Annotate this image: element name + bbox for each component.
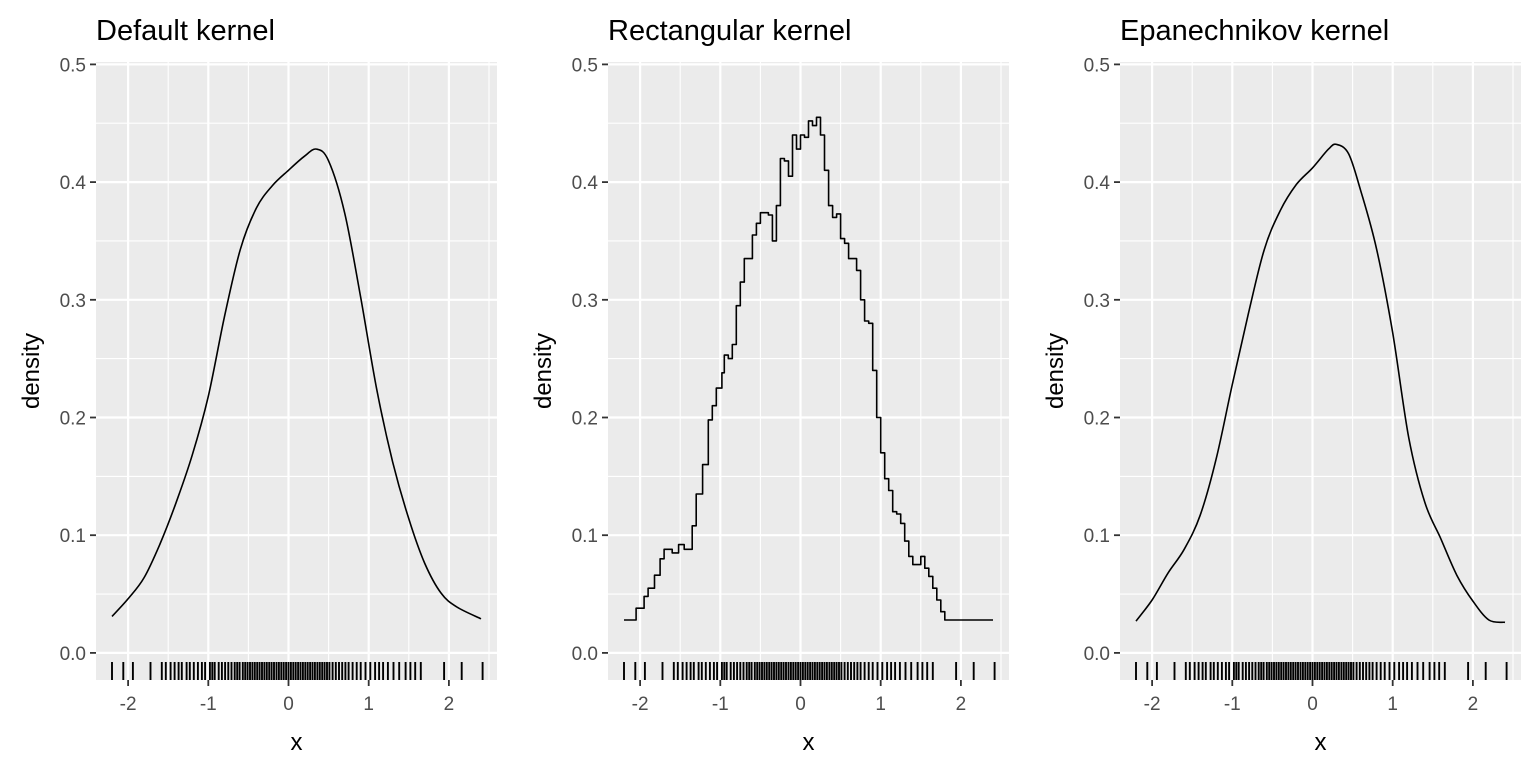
y-tick-label: 0.3 <box>1084 291 1110 312</box>
panel-1: Default kernel 0.0 0.1 0.2 0.3 0.4 0.5 -2 -1 0 1 2 x… <box>18 15 497 756</box>
plot-background <box>1120 62 1521 680</box>
density-curve <box>624 116 993 621</box>
y-tick-label: 0.1 <box>60 526 86 547</box>
x-tick-label: 0 <box>283 694 294 715</box>
y-tick-label: 0.5 <box>572 55 598 76</box>
y-tick-label: 0.2 <box>572 409 598 430</box>
panel-title: Default kernel <box>96 15 275 47</box>
x-tick-label: -1 <box>1224 694 1241 715</box>
x-tick-label: 2 <box>444 694 455 715</box>
panel-title: Rectangular kernel <box>608 15 851 47</box>
plot-background <box>96 62 497 680</box>
x-tick-label: -1 <box>200 694 217 715</box>
x-axis-label: x <box>803 729 815 756</box>
y-tick-label: 0.1 <box>1084 526 1110 547</box>
y-axis-label: density <box>530 333 557 409</box>
x-tick-label: -2 <box>632 694 649 715</box>
y-tick-label: 0.5 <box>1084 55 1110 76</box>
y-tick-label: 0.0 <box>572 644 598 665</box>
y-tick-label: 0.5 <box>60 55 86 76</box>
x-tick-label: 2 <box>956 694 967 715</box>
y-tick-label: 0.0 <box>60 644 86 665</box>
y-tick-label: 0.2 <box>1084 409 1110 430</box>
y-tick-label: 0.4 <box>60 173 87 194</box>
y-tick-label: 0.4 <box>1084 173 1111 194</box>
x-tick-label: -1 <box>712 694 729 715</box>
y-tick-label: 0.3 <box>60 291 86 312</box>
density-curve <box>1135 143 1506 624</box>
y-tick-label: 0.3 <box>572 291 598 312</box>
x-axis-label: x <box>291 729 303 756</box>
y-tick-label: 0.4 <box>572 173 599 194</box>
x-tick-label: 1 <box>363 694 374 715</box>
y-tick-label: 0.0 <box>1084 644 1110 665</box>
y-axis-label: density <box>18 333 45 409</box>
x-tick-label: 0 <box>795 694 806 715</box>
panel-2: Rectangular kernel 0.0 0.1 0.2 0.3 0.4 0.5 -2 -1… <box>530 15 1009 756</box>
x-tick-label: 1 <box>1387 694 1398 715</box>
x-tick-label: 1 <box>875 694 886 715</box>
x-tick-label: -2 <box>120 694 137 715</box>
x-tick-label: 0 <box>1307 694 1318 715</box>
x-axis-label: x <box>1315 729 1327 756</box>
y-axis-label: density <box>1042 333 1069 409</box>
x-tick-label: 2 <box>1468 694 1479 715</box>
panel-title: Epanechnikov kernel <box>1120 15 1389 47</box>
plot-background <box>608 62 1009 680</box>
y-tick-label: 0.1 <box>572 526 598 547</box>
x-tick-label: -2 <box>1144 694 1161 715</box>
panel-3: Epanechnikov kernel 0.0 0.1 0.2 0.3 0.4 0.5 -2 -… <box>1042 15 1521 756</box>
density-curve <box>111 148 482 620</box>
y-tick-label: 0.2 <box>60 409 86 430</box>
